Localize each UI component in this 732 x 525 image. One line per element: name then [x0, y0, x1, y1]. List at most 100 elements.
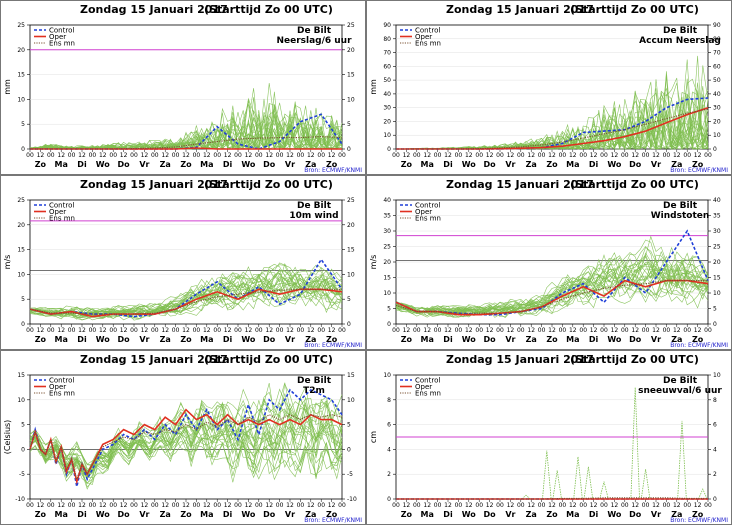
- x-tick-label: 00: [663, 152, 671, 159]
- start-time: (Starttijd Zo 00 UTC): [204, 178, 333, 191]
- day-label: Ma: [566, 335, 579, 344]
- x-tick-label: 12: [245, 502, 253, 509]
- legend-label: Oper: [415, 208, 432, 216]
- day-label: Di: [77, 510, 87, 519]
- y-tick-label: 5: [347, 296, 351, 303]
- x-tick-label: 00: [193, 502, 201, 509]
- x-tick-label: 00: [213, 502, 221, 509]
- x-tick-label: 12: [507, 152, 515, 159]
- x-tick-label: 00: [317, 327, 325, 334]
- y-tick-label: 0: [21, 321, 25, 328]
- x-tick-label: 12: [569, 152, 577, 159]
- x-tick-label: 00: [517, 327, 525, 334]
- y-tick-label: 25: [17, 197, 25, 204]
- chart-title: Zondag 15 Januari 2017: [80, 178, 228, 191]
- x-tick-label: 00: [109, 152, 117, 159]
- x-tick-label: 12: [486, 502, 494, 509]
- chart-title: Zondag 15 Januari 2017: [80, 353, 228, 366]
- x-tick-label: 00: [26, 502, 34, 509]
- y-tick-label: 15: [347, 247, 355, 254]
- y-tick-label: 10: [383, 132, 391, 139]
- day-label: Za: [160, 160, 171, 169]
- legend-label: Ens mn: [49, 214, 75, 222]
- x-tick-label: 12: [203, 502, 211, 509]
- station-name: De Bilt: [663, 376, 698, 386]
- y-tick-label: 0: [387, 321, 391, 328]
- y-tick-label: 60: [383, 63, 391, 70]
- x-tick-label: 00: [496, 502, 504, 509]
- y-tick-label: 35: [383, 213, 391, 220]
- member-line: [29, 109, 343, 150]
- x-tick-label: 00: [579, 502, 587, 509]
- x-tick-label: 00: [255, 327, 263, 334]
- x-tick-label: 00: [413, 152, 421, 159]
- y-tick-label: 20: [17, 47, 25, 54]
- x-tick-label: 00: [151, 327, 159, 334]
- y-tick-label: 20: [713, 118, 721, 125]
- y-tick-label: 10: [713, 132, 721, 139]
- x-tick-label: 12: [694, 327, 702, 334]
- day-label: Di: [77, 335, 87, 344]
- day-label: Za: [160, 510, 171, 519]
- day-label: Di: [443, 335, 453, 344]
- day-label: Do: [629, 160, 642, 169]
- y-tick-label: 50: [713, 77, 721, 84]
- member-line: [29, 264, 343, 320]
- day-label: Zo: [35, 160, 47, 169]
- x-tick-label: 00: [413, 327, 421, 334]
- x-tick-label: 12: [631, 502, 639, 509]
- day-label: Wo: [241, 160, 256, 169]
- x-tick-label: 12: [486, 327, 494, 334]
- day-label: Ma: [200, 160, 213, 169]
- x-tick-label: 00: [704, 327, 712, 334]
- day-label: Do: [629, 335, 642, 344]
- x-tick-label: 12: [444, 502, 452, 509]
- member-line: [29, 402, 343, 485]
- y-tick-label: 30: [713, 228, 721, 235]
- day-label: Ma: [421, 510, 434, 519]
- legend-label: Control: [415, 26, 440, 34]
- x-tick-label: 00: [68, 502, 76, 509]
- x-tick-label: 00: [496, 327, 504, 334]
- x-tick-label: 00: [317, 502, 325, 509]
- day-label: Za: [305, 335, 316, 344]
- day-label: Za: [671, 335, 682, 344]
- x-tick-label: 00: [455, 327, 463, 334]
- x-tick-label: 00: [455, 152, 463, 159]
- day-label: Di: [589, 160, 599, 169]
- day-label: Ma: [421, 335, 434, 344]
- y-tick-label: -10: [15, 496, 25, 503]
- x-tick-label: 00: [26, 327, 34, 334]
- x-tick-label: 12: [161, 152, 169, 159]
- day-label: Zo: [692, 510, 704, 519]
- x-tick-label: 00: [642, 327, 650, 334]
- y-tick-label: 0: [347, 446, 351, 453]
- x-tick-label: 12: [203, 327, 211, 334]
- day-label: Vr: [505, 510, 515, 519]
- day-label: Zo: [326, 335, 338, 344]
- x-tick-label: 00: [392, 152, 400, 159]
- x-tick-label: 12: [423, 502, 431, 509]
- x-tick-label: 00: [234, 327, 242, 334]
- x-tick-label: 12: [328, 327, 336, 334]
- x-tick-label: 12: [569, 502, 577, 509]
- chart-panel-windstoten: Zondag 15 Januari 2017(Starttijd Zo 00 U…: [366, 175, 732, 350]
- member-line: [395, 268, 709, 314]
- series-oper: [395, 279, 709, 316]
- series-ens-mn: [396, 108, 709, 150]
- x-tick-label: 00: [234, 152, 242, 159]
- x-tick-label: 12: [78, 152, 86, 159]
- member-spike: [677, 420, 687, 500]
- day-label: Zo: [180, 160, 192, 169]
- station-name: De Bilt: [663, 26, 698, 36]
- x-tick-label: 12: [224, 502, 232, 509]
- x-tick-label: 12: [465, 152, 473, 159]
- y-tick-label: 10: [347, 397, 355, 404]
- y-tick-label: 10: [17, 271, 25, 278]
- day-label: Wo: [607, 335, 622, 344]
- x-tick-label: 00: [297, 327, 305, 334]
- y-tick-label: -5: [19, 471, 25, 478]
- x-tick-label: 00: [559, 152, 567, 159]
- y-tick-label: 4: [713, 446, 717, 453]
